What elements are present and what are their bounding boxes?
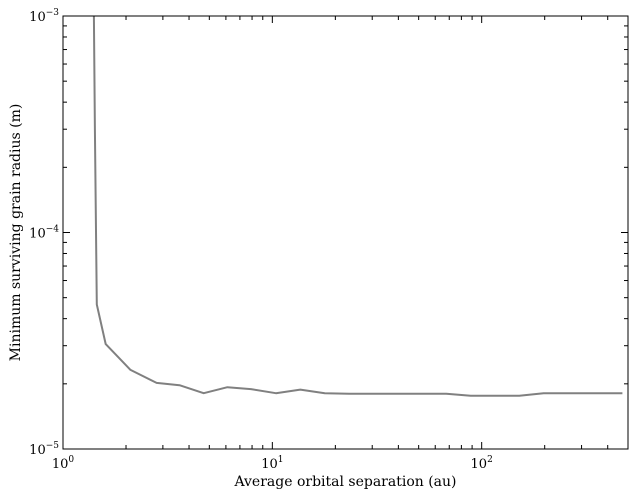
plot-frame <box>62 15 629 450</box>
axes: 100 101 102 10−5 10−4 10−3 <box>29 8 629 472</box>
y-axis-label: Minimum surviving grain radius (m) <box>8 104 24 362</box>
y-tick-label: 10−5 <box>29 441 59 458</box>
y-tick-label: 10−3 <box>29 8 59 25</box>
y-tick-label: 10−4 <box>29 225 59 242</box>
series-line <box>92 15 623 397</box>
x-tick-label: 100 <box>52 455 75 472</box>
series-layer <box>92 15 623 397</box>
x-axis-label: Average orbital separation (au) <box>233 474 456 490</box>
x-tick-label: 101 <box>261 455 283 472</box>
x-tick-label: 102 <box>471 455 493 472</box>
